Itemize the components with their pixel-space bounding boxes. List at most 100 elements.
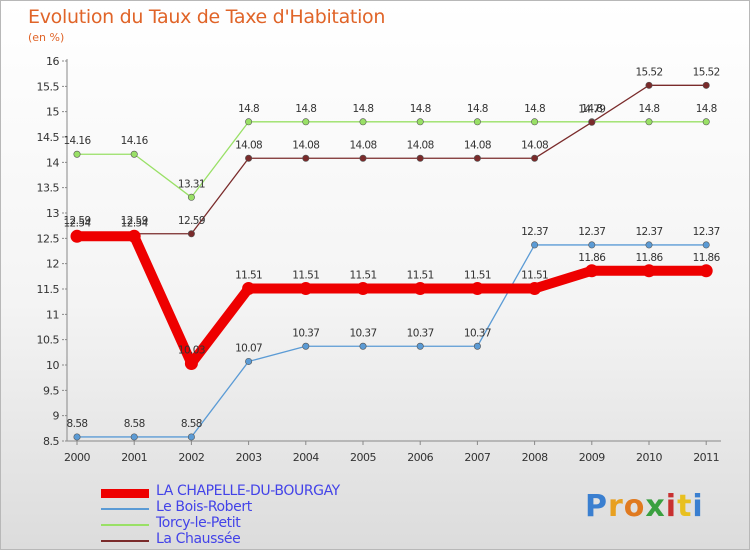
data-point bbox=[473, 154, 481, 162]
legend-label: Le Bois-Robert bbox=[156, 499, 252, 515]
data-label: 14.8 bbox=[696, 103, 717, 115]
data-point bbox=[473, 118, 481, 126]
data-point bbox=[531, 118, 539, 126]
data-label: 11.86 bbox=[693, 252, 721, 264]
data-point bbox=[588, 118, 596, 126]
data-point bbox=[130, 150, 138, 158]
x-tick-label: 2000 bbox=[64, 451, 90, 464]
data-label: 12.54 bbox=[121, 217, 149, 229]
x-tick-label: 2002 bbox=[178, 451, 204, 464]
data-point bbox=[245, 357, 253, 365]
data-label: 14.8 bbox=[410, 103, 431, 115]
y-tick-label: 9.5 bbox=[43, 384, 59, 397]
y-tick-label: 12 bbox=[46, 258, 59, 271]
data-label: 11.51 bbox=[349, 269, 376, 281]
x-tick-label: 2006 bbox=[407, 451, 433, 464]
brand-letter: r bbox=[608, 489, 624, 524]
data-label: 14.8 bbox=[238, 103, 259, 115]
data-point bbox=[302, 342, 310, 350]
y-tick-label: 15 bbox=[46, 106, 59, 119]
data-label: 12.54 bbox=[63, 217, 91, 229]
data-label: 12.59 bbox=[178, 215, 205, 227]
data-label: 14.08 bbox=[407, 139, 434, 151]
data-label: 11.86 bbox=[578, 252, 606, 264]
data-label: 12.37 bbox=[578, 226, 605, 238]
x-tick-label: 2007 bbox=[464, 451, 490, 464]
series-line bbox=[72, 231, 712, 369]
data-label: 12.37 bbox=[521, 226, 548, 238]
series-line bbox=[76, 244, 707, 438]
data-label: 14.8 bbox=[581, 103, 602, 115]
data-point bbox=[299, 281, 313, 295]
data-label: 10.37 bbox=[292, 327, 319, 339]
data-point bbox=[528, 281, 542, 295]
y-tick-label: 8.5 bbox=[43, 435, 59, 448]
data-label: 14.08 bbox=[464, 139, 491, 151]
data-label: 14.79 bbox=[578, 103, 605, 115]
brand-letter: i bbox=[665, 489, 678, 524]
data-label: 10.07 bbox=[235, 342, 262, 354]
data-point bbox=[642, 264, 656, 278]
chart-title: Evolution du Taux de Taxe d'Habitation bbox=[28, 6, 386, 28]
data-point bbox=[245, 154, 253, 162]
data-label: 11.51 bbox=[521, 269, 548, 281]
data-point bbox=[130, 433, 138, 441]
data-label: 13.31 bbox=[178, 178, 205, 190]
data-label: 14.8 bbox=[467, 103, 488, 115]
data-point bbox=[356, 281, 370, 295]
data-point bbox=[359, 342, 367, 350]
data-point bbox=[585, 264, 599, 278]
y-tick-label: 14.5 bbox=[37, 131, 60, 144]
legend-label: La Chaussée bbox=[156, 531, 241, 547]
data-label: 11.51 bbox=[235, 269, 262, 281]
legend-label: Torcy-le-Petit bbox=[156, 515, 241, 531]
legend-label: LA CHAPELLE-DU-BOURGAY bbox=[156, 483, 340, 499]
data-point bbox=[73, 150, 81, 158]
y-tick-label: 11.5 bbox=[37, 283, 60, 296]
data-label: 10.37 bbox=[407, 327, 434, 339]
data-label: 14.8 bbox=[295, 103, 316, 115]
x-tick-label: 2011 bbox=[693, 451, 719, 464]
data-label: 14.16 bbox=[63, 135, 91, 147]
x-tick-label: 2001 bbox=[121, 451, 147, 464]
data-point bbox=[187, 433, 195, 441]
data-point bbox=[127, 229, 141, 243]
y-tick-label: 12.5 bbox=[37, 232, 60, 245]
data-point bbox=[302, 118, 310, 126]
data-label: 14.16 bbox=[121, 135, 149, 147]
brand-letter: x bbox=[645, 489, 666, 524]
data-label: 11.86 bbox=[635, 252, 663, 264]
data-label: 14.08 bbox=[235, 139, 262, 151]
data-label: 15.52 bbox=[693, 66, 720, 78]
y-tick-label: 9 bbox=[53, 410, 60, 423]
data-label: 12.59 bbox=[63, 215, 90, 227]
y-tick-label: 13 bbox=[46, 207, 59, 220]
data-point bbox=[187, 230, 195, 238]
y-tick-label: 13.5 bbox=[37, 182, 60, 195]
data-point bbox=[416, 118, 424, 126]
x-tick-label: 2005 bbox=[350, 451, 376, 464]
series-line bbox=[76, 121, 707, 198]
data-label: 12.59 bbox=[121, 215, 148, 227]
x-tick-label: 2010 bbox=[636, 451, 662, 464]
data-label: 12.37 bbox=[693, 226, 720, 238]
data-point bbox=[359, 154, 367, 162]
data-label: 11.51 bbox=[407, 269, 434, 281]
brand-letter: o bbox=[623, 489, 646, 524]
data-point bbox=[531, 241, 539, 249]
legend-swatch bbox=[101, 524, 149, 526]
y-tick-label: 11 bbox=[46, 308, 59, 321]
data-point bbox=[699, 264, 713, 278]
x-tick-label: 2004 bbox=[293, 451, 319, 464]
data-point bbox=[359, 118, 367, 126]
data-label: 10.37 bbox=[464, 327, 491, 339]
y-tick-label: 10.5 bbox=[37, 334, 60, 347]
series-line bbox=[76, 84, 707, 235]
data-label: 8.58 bbox=[67, 418, 88, 430]
data-label: 14.08 bbox=[521, 139, 548, 151]
data-point bbox=[531, 154, 539, 162]
data-point bbox=[645, 81, 653, 89]
data-label: 8.58 bbox=[181, 418, 202, 430]
data-label: 14.8 bbox=[524, 103, 545, 115]
